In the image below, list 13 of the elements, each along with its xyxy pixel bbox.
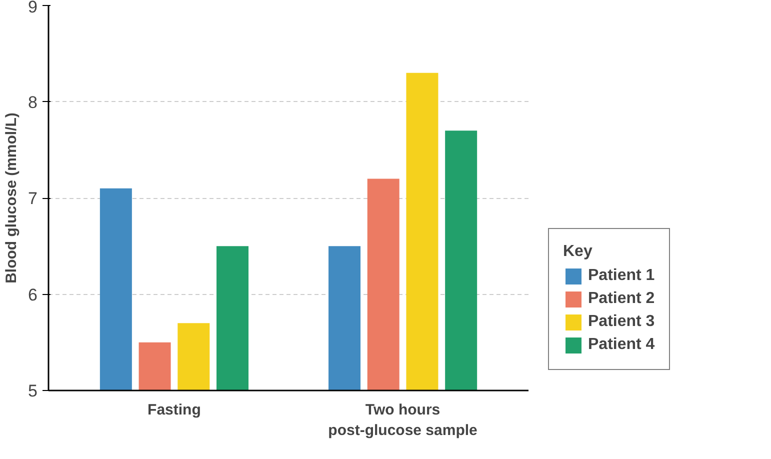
legend-title: Key [563,243,594,261]
legend-label: Patient 4 [588,336,655,354]
legend-label: Patient 3 [588,313,655,331]
y-tick-label: 9 [28,0,38,16]
x-tick-label: Two hours post-glucose sample [328,402,478,439]
y-tick-label: 6 [28,285,38,304]
y-tick-label: 5 [28,382,38,400]
y-tick-label: 7 [28,189,38,208]
y-tick-label: 8 [28,92,38,112]
x-tick-label: Fasting [148,402,201,418]
legend-label: Patient 1 [588,267,655,285]
legend-label: Patient 2 [588,290,655,308]
y-axis-title: Blood glucose (mmol/L) [3,112,20,284]
